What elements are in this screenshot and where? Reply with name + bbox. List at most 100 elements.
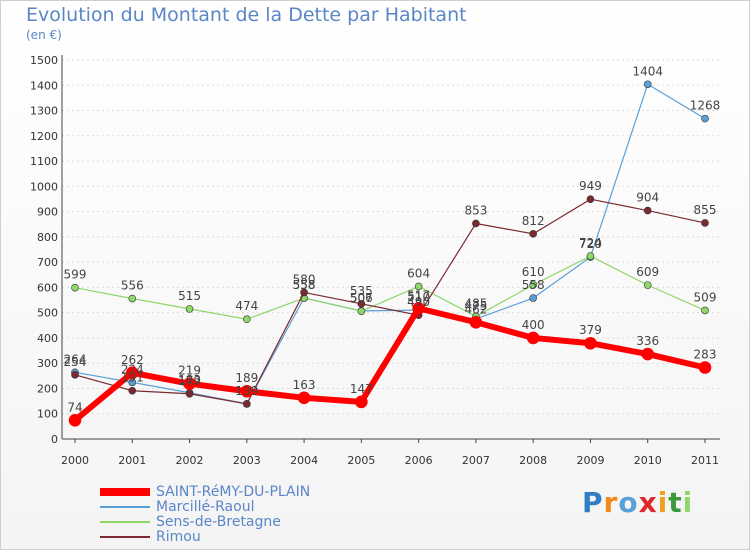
data-point-0 [183, 377, 196, 390]
data-point-2 [243, 315, 251, 324]
brand-letter: o [618, 486, 639, 519]
data-label: 379 [579, 323, 602, 337]
data-point-2 [185, 305, 194, 313]
legend: SAINT-RéMY-DU-PLAIN Marcillé-Raoul Sens-de… [100, 485, 310, 545]
data-point-2 [701, 306, 709, 315]
data-label: 490 [407, 295, 430, 309]
data-label: 262 [121, 353, 144, 367]
legend-label: Rimou [156, 529, 201, 545]
y-tick-label: 500 [37, 307, 58, 320]
data-label: 853 [464, 203, 487, 217]
data-label: 283 [694, 347, 717, 361]
legend-swatch [100, 521, 150, 523]
legend-label: SAINT-RéMY-DU-PLAIN [156, 484, 311, 500]
data-label: 580 [293, 272, 316, 286]
data-label: 558 [293, 278, 316, 292]
data-label: 556 [121, 279, 144, 293]
data-label: 336 [636, 334, 659, 348]
x-tick-label: 2009 [576, 454, 604, 467]
y-tick-label: 900 [37, 206, 58, 219]
x-tick-label: 2002 [176, 454, 204, 467]
data-label: 189 [235, 371, 258, 385]
x-tick-label: 2004 [290, 454, 318, 467]
data-point-0 [698, 361, 712, 374]
series-lines [68, 80, 712, 427]
x-tick-label: 2008 [519, 454, 547, 467]
data-point-0 [355, 395, 368, 409]
data-label: 509 [694, 290, 717, 304]
legend-label: Marcillé-Raoul [156, 499, 255, 515]
data-label: 517 [407, 288, 430, 302]
data-point-2 [357, 307, 366, 315]
data-label: 74 [67, 400, 82, 414]
data-point-3 [701, 219, 709, 227]
data-label: 224 [121, 362, 144, 376]
chart-subtitle: (en €) [26, 28, 62, 42]
data-point-0 [240, 384, 254, 398]
data-point-0 [68, 414, 82, 427]
legend-item: SAINT-RéMY-DU-PLAIN [100, 485, 310, 500]
data-label: 604 [407, 266, 430, 280]
data-label: 1268 [690, 99, 721, 113]
data-label: 147 [350, 382, 373, 396]
data-label: 610 [522, 265, 545, 279]
data-label: 462 [464, 302, 487, 316]
data-point-2 [643, 281, 652, 289]
y-tick-label: 800 [37, 231, 58, 244]
data-label: 179 [178, 374, 201, 388]
data-label: 558 [293, 278, 316, 292]
x-tick-label: 2006 [405, 454, 433, 467]
x-tick-label: 2003 [233, 454, 261, 467]
legend-item: Rimou [100, 530, 310, 545]
x-tick-label: 2005 [347, 454, 375, 467]
y-tick-label: 1500 [30, 54, 58, 67]
data-point-3 [529, 230, 537, 238]
legend-swatch [100, 536, 150, 538]
y-tick-label: 100 [37, 408, 58, 421]
series-line-1 [74, 83, 706, 405]
data-point-0 [412, 302, 425, 315]
data-label: 191 [121, 371, 144, 385]
data-label: 264 [64, 352, 87, 366]
data-point-1 [529, 294, 537, 302]
y-tick-label: 1200 [30, 130, 58, 143]
x-tick-label: 2001 [118, 454, 146, 467]
data-label: 400 [522, 318, 545, 332]
x-tick-label: 2000 [61, 454, 89, 467]
data-label: 183 [178, 373, 201, 387]
chart-title: Evolution du Montant de la Dette par Hab… [26, 4, 467, 26]
x-tick-label: 2011 [691, 454, 719, 467]
data-point-3 [128, 386, 137, 395]
data-label: 474 [235, 299, 258, 313]
data-label: 485 [464, 296, 487, 310]
data-point-1 [643, 80, 652, 89]
legend-item: Sens-de-Bretagne [100, 515, 310, 530]
data-point-2 [71, 283, 79, 292]
y-tick-label: 200 [37, 382, 58, 395]
data-label: 254 [64, 355, 87, 369]
y-tick-label: 400 [37, 332, 58, 345]
data-point-3 [586, 195, 595, 204]
data-point-3 [243, 400, 251, 408]
data-label: 724 [579, 236, 602, 250]
data-point-3 [357, 300, 366, 308]
data-point-2 [529, 281, 537, 289]
axes [61, 55, 720, 443]
data-point-0 [125, 366, 139, 380]
data-point-2 [414, 282, 423, 291]
legend-swatch [100, 506, 150, 508]
data-point-3 [643, 206, 652, 215]
data-label: 506 [350, 291, 373, 305]
data-labels: 74 262 219 189 163 147 517 462 400 379 336 283 264 22… [64, 64, 721, 414]
y-tick-label: 300 [37, 357, 58, 370]
y-tick-label: 1300 [30, 105, 58, 118]
series-line-0 [73, 305, 706, 423]
data-label: 535 [350, 284, 373, 298]
legend-label: Sens-de-Bretagne [156, 514, 281, 530]
data-point-3 [185, 389, 194, 398]
y-tick-label: 1100 [30, 155, 58, 168]
data-point-2 [586, 252, 595, 260]
data-point-0 [641, 347, 655, 361]
